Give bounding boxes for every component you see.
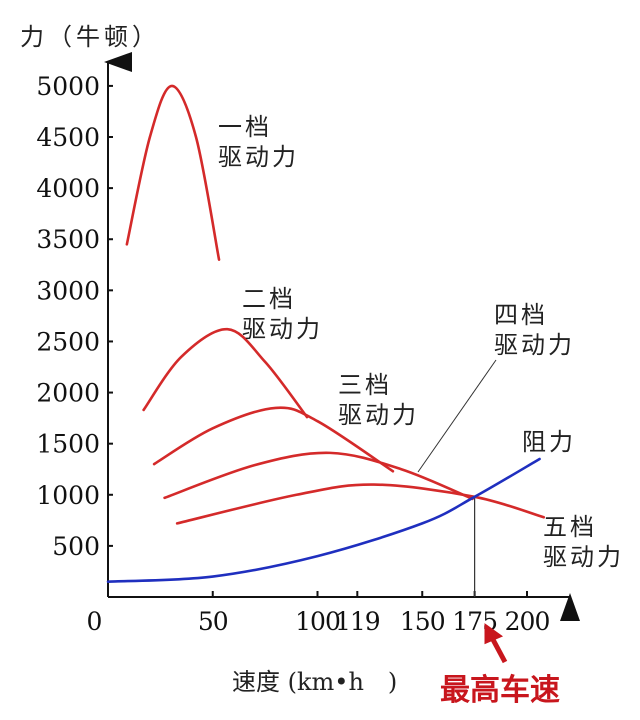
gear5-label: 五档 驱动力 <box>543 513 624 571</box>
x-tick-label: 150 <box>400 607 445 636</box>
max-speed-label: 最高车速 <box>440 673 560 708</box>
gear2-label: 二档 驱动力 <box>242 285 323 343</box>
y-tick-label: 1500 <box>36 430 100 459</box>
y-tick-label: 4500 <box>36 123 100 152</box>
series-line-3 <box>152 406 395 473</box>
y-tick-label: 500 <box>52 532 100 561</box>
y-tick-label: 1000 <box>36 481 100 510</box>
gear4-label: 四档 驱动力 <box>494 301 575 359</box>
y-tick-label: 2500 <box>36 327 100 356</box>
series-line-2 <box>142 327 309 419</box>
y-tick-label: 2000 <box>36 379 100 408</box>
y-axis-label: 力（牛顿） <box>20 23 160 51</box>
x-tick-label: 50 <box>198 607 228 636</box>
series-line-5 <box>175 483 546 525</box>
y-tick-label: 5000 <box>36 72 100 101</box>
x-tick-label: 119 <box>335 607 380 636</box>
series-line-1 <box>125 84 221 261</box>
curves <box>106 84 546 583</box>
resistance-label: 阻力 <box>522 428 576 456</box>
y-tick-label: 3500 <box>36 225 100 254</box>
x-axis-label: 速度 (km•h ) <box>232 668 397 696</box>
y-tick-label: 4000 <box>36 174 100 203</box>
gear1-label: 一档 驱动力 <box>218 113 299 171</box>
tick-labels: 500 1000 1500 2000 2500 3000 3500 4000 4500 5000 0… <box>36 72 550 636</box>
x-tick-label: 100 <box>295 607 340 636</box>
series-line-4 <box>163 451 474 501</box>
series-line-6 <box>106 457 541 583</box>
axes <box>104 52 580 621</box>
x-tick-label: 0 <box>87 607 102 636</box>
max-speed-arrow-icon <box>484 623 508 664</box>
y-tick-label: 3000 <box>36 276 100 305</box>
gear3-label: 三档 驱动力 <box>338 371 419 429</box>
gear4-leader-line <box>417 359 497 473</box>
x-tick-label: 200 <box>505 607 550 636</box>
